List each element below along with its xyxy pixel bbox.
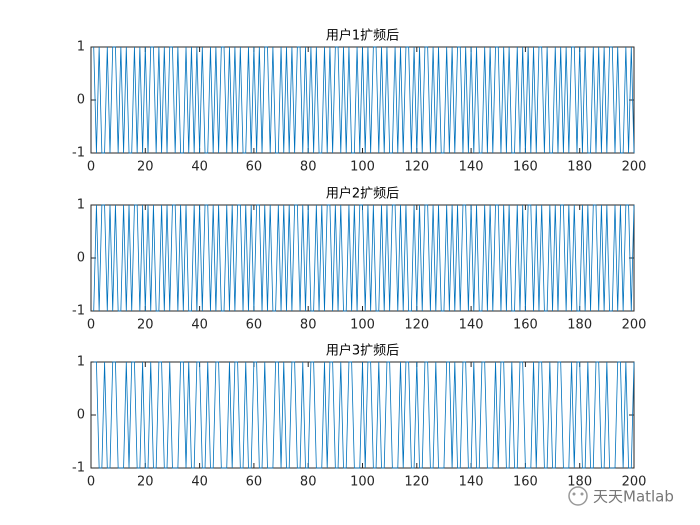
data-line (93, 204, 635, 312)
x-tick-label: 180 (567, 318, 592, 333)
watermark-icon (568, 486, 588, 506)
axes-box (90, 46, 635, 154)
axes-box (90, 204, 635, 312)
x-tick-label: 160 (513, 160, 538, 175)
data-line (93, 361, 635, 469)
x-tick-label: 200 (622, 160, 647, 175)
x-tick-label: 80 (300, 318, 317, 333)
x-tick-label: 40 (191, 475, 208, 490)
x-tick-label: 100 (350, 318, 375, 333)
x-tick-label: 140 (459, 318, 484, 333)
x-tick-label: 20 (137, 318, 154, 333)
x-tick-label: 200 (622, 318, 647, 333)
x-tick-label: 60 (246, 160, 263, 175)
subplot-title: 用户2扩频后 (326, 186, 399, 202)
x-tick-label: 40 (191, 160, 208, 175)
x-tick-label: 80 (300, 475, 317, 490)
x-tick-label: 100 (350, 475, 375, 490)
x-tick-label: 0 (87, 318, 95, 333)
x-tick-label: 100 (350, 160, 375, 175)
x-tick-label: 180 (567, 160, 592, 175)
subplot-title: 用户3扩频后 (326, 343, 399, 359)
x-tick-label: 40 (191, 318, 208, 333)
y-tick-label: 0 (77, 408, 85, 423)
x-tick-label: 0 (87, 160, 95, 175)
x-tick-label: 60 (246, 475, 263, 490)
x-tick-label: 0 (87, 475, 95, 490)
y-tick-label: 1 (77, 198, 85, 213)
x-tick-label: 160 (513, 318, 538, 333)
x-tick-label: 180 (567, 475, 592, 490)
y-tick-label: -1 (72, 304, 85, 319)
x-tick-label: 120 (404, 160, 429, 175)
x-tick-label: 160 (513, 475, 538, 490)
y-tick-label: 1 (77, 355, 85, 370)
y-tick-label: -1 (72, 146, 85, 161)
watermark: 天天Matlab (593, 488, 674, 506)
x-tick-label: 20 (137, 475, 154, 490)
y-tick-label: -1 (72, 461, 85, 476)
x-tick-label: 140 (459, 475, 484, 490)
x-tick-label: 60 (246, 318, 263, 333)
subplot-title: 用户1扩频后 (326, 28, 399, 44)
y-tick-label: 0 (77, 251, 85, 266)
x-tick-label: 120 (404, 475, 429, 490)
x-tick-label: 140 (459, 160, 484, 175)
x-tick-label: 120 (404, 318, 429, 333)
x-tick-label: 200 (622, 475, 647, 490)
y-tick-label: 0 (77, 93, 85, 108)
axes-box (90, 361, 635, 469)
data-line (93, 46, 635, 154)
y-tick-label: 1 (77, 40, 85, 55)
x-tick-label: 80 (300, 160, 317, 175)
x-tick-label: 20 (137, 160, 154, 175)
